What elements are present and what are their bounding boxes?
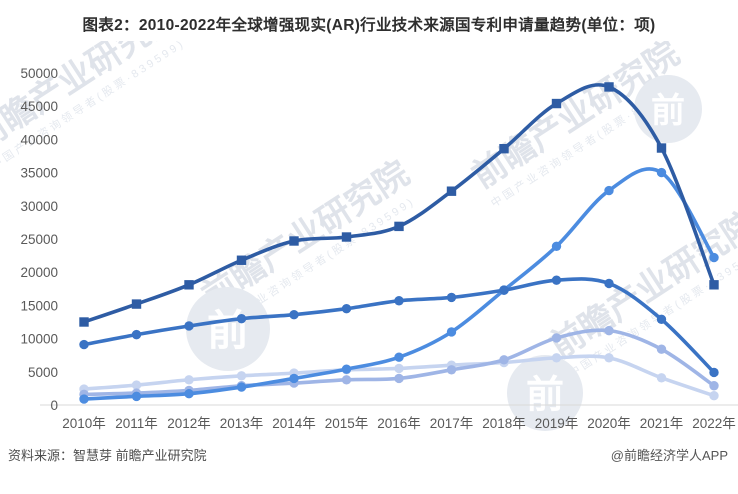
data-point-marker bbox=[341, 304, 352, 314]
source-note: 资料来源：智慧芽 前瞻产业研究院 bbox=[8, 448, 207, 463]
x-tick-label: 2013年 bbox=[220, 416, 264, 431]
x-tick-label: 2012年 bbox=[167, 416, 211, 431]
x-tick-label: 2021年 bbox=[640, 416, 684, 431]
y-tick-label: 10000 bbox=[20, 332, 58, 347]
data-point-marker bbox=[131, 329, 142, 340]
x-tick-label: 2017年 bbox=[430, 416, 474, 431]
data-point-marker bbox=[79, 394, 89, 404]
data-point-marker bbox=[394, 352, 404, 362]
data-point-marker bbox=[394, 221, 404, 232]
data-point-marker bbox=[499, 143, 509, 154]
x-axis: 2010年 2011年 2012年 2013年 2014年 2015年 2016年 2017年… bbox=[62, 416, 736, 431]
y-tick-label: 25000 bbox=[20, 232, 58, 247]
data-point-marker bbox=[446, 292, 457, 303]
data-point-marker bbox=[604, 278, 614, 289]
y-tick-label: 5000 bbox=[28, 365, 58, 380]
x-tick-label: 2015年 bbox=[325, 416, 369, 431]
watermark-logo: 前 bbox=[186, 287, 270, 371]
data-point-marker bbox=[394, 296, 404, 306]
data-point-marker bbox=[709, 280, 719, 290]
data-point-marker bbox=[289, 373, 299, 384]
data-point-marker bbox=[551, 98, 562, 109]
data-point-marker bbox=[289, 309, 299, 320]
data-point-marker bbox=[604, 82, 614, 92]
data-point-marker bbox=[79, 317, 89, 327]
data-point-marker bbox=[131, 380, 142, 390]
data-point-marker bbox=[341, 375, 352, 385]
data-point-marker bbox=[184, 321, 194, 331]
y-tick-label: 20000 bbox=[20, 265, 58, 280]
credit: @前瞻经济学人APP bbox=[610, 448, 728, 463]
data-point-marker bbox=[236, 371, 247, 381]
svg-text:前: 前 bbox=[526, 374, 564, 416]
data-point-marker bbox=[341, 364, 352, 374]
data-point-marker bbox=[236, 313, 247, 324]
data-point-marker bbox=[709, 252, 719, 263]
axes: 0 5000 10000 15000 20000 25000 30000 35000 40000… bbox=[20, 66, 738, 431]
data-point-marker bbox=[131, 391, 142, 402]
data-point-marker bbox=[499, 285, 509, 295]
y-tick-label: 30000 bbox=[20, 199, 58, 214]
y-tick-label: 0 bbox=[50, 398, 58, 413]
y-tick-label: 45000 bbox=[20, 99, 58, 114]
data-point-marker bbox=[446, 186, 457, 196]
svg-text:前: 前 bbox=[207, 307, 249, 354]
data-point-marker bbox=[656, 143, 667, 153]
watermark-logo: 前 bbox=[507, 355, 583, 431]
watermark-logo: 前 bbox=[634, 75, 702, 143]
y-tick-label: 35000 bbox=[20, 166, 58, 181]
x-tick-label: 2018年 bbox=[482, 416, 526, 431]
y-axis: 0 5000 10000 15000 20000 25000 30000 35000 40000… bbox=[20, 66, 58, 413]
data-point-marker bbox=[446, 365, 457, 375]
data-point-marker bbox=[184, 389, 194, 399]
data-point-marker bbox=[551, 275, 562, 285]
x-tick-label: 2014年 bbox=[272, 416, 316, 431]
data-point-marker bbox=[709, 391, 719, 401]
series-series-1-dark-blue bbox=[79, 82, 719, 327]
data-point-marker bbox=[236, 382, 247, 392]
data-point-marker bbox=[604, 325, 614, 336]
chart-area: 前瞻产业研究院 中国产业咨询领导者(股票·839599) 前瞻产业研究院 中国产业咨询… bbox=[0, 0, 738, 435]
data-point-marker bbox=[79, 339, 89, 350]
x-tick-label: 2016年 bbox=[377, 416, 421, 431]
x-tick-label: 2019年 bbox=[535, 416, 579, 431]
data-point-marker bbox=[551, 333, 562, 343]
chart-footer: 资料来源：智慧芽 前瞻产业研究院 @前瞻经济学人APP bbox=[0, 435, 738, 464]
data-point-marker bbox=[604, 353, 614, 363]
data-point-marker bbox=[656, 373, 667, 383]
data-point-marker bbox=[394, 373, 404, 384]
svg-text:前: 前 bbox=[651, 92, 685, 130]
data-point-marker bbox=[551, 353, 562, 363]
data-point-marker bbox=[656, 167, 667, 178]
page-title: 图表2：2010-2022年全球增强现实(AR)行业技术来源国专利申请量趋势(单… bbox=[82, 17, 656, 34]
x-tick-label: 2011年 bbox=[115, 416, 158, 431]
data-point-marker bbox=[184, 375, 194, 385]
data-point-marker bbox=[604, 185, 614, 196]
data-point-marker bbox=[341, 232, 352, 242]
data-point-marker bbox=[499, 355, 509, 365]
data-point-marker bbox=[131, 299, 142, 309]
trend-line-chart: 前瞻产业研究院中国产业咨询领导者(股票·839599)前瞻产业研究院中国产业咨询… bbox=[0, 0, 738, 431]
series-series-2-medium-blue bbox=[79, 275, 719, 378]
data-point-marker bbox=[656, 314, 667, 325]
data-point-marker bbox=[236, 255, 247, 265]
data-point-marker bbox=[446, 327, 457, 337]
y-tick-label: 15000 bbox=[20, 298, 58, 313]
data-point-marker bbox=[184, 280, 194, 290]
data-point-marker bbox=[709, 367, 719, 378]
x-tick-label: 2010年 bbox=[62, 416, 106, 431]
y-tick-label: 50000 bbox=[20, 66, 58, 81]
x-tick-label: 2020年 bbox=[587, 416, 631, 431]
data-point-marker bbox=[289, 236, 299, 246]
x-tick-label: 2022年 bbox=[692, 416, 736, 431]
data-point-marker bbox=[551, 241, 562, 252]
data-point-marker bbox=[394, 363, 404, 374]
y-tick-label: 40000 bbox=[20, 132, 58, 147]
data-point-marker bbox=[656, 344, 667, 354]
data-point-marker bbox=[709, 381, 719, 391]
